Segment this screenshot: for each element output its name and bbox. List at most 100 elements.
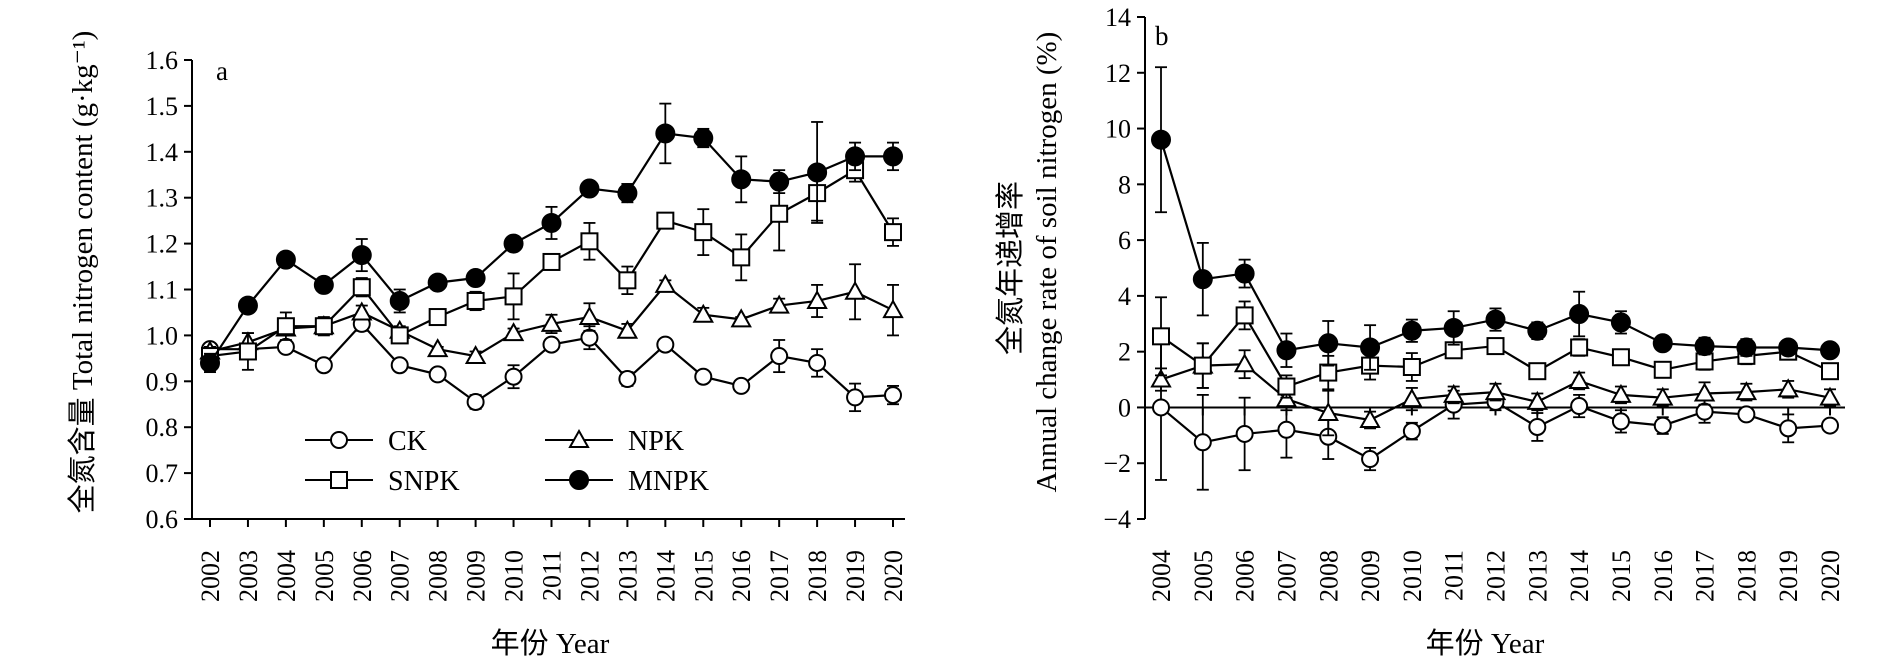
panel-a-plot-point-snpk [276, 317, 295, 336]
legend-label-ck: CK [388, 426, 427, 457]
panel-a-plot-x-tick-label: 2012 [575, 550, 604, 602]
panel-b-plot-point-mnpk [1610, 312, 1631, 333]
panel-a-plot-point-npk [426, 338, 449, 358]
panel-a-plot-point-mnpk [617, 183, 638, 204]
panel-a-plot: 0.6 0.7 0.8 0.9 1.0 1.1 1.2 1.3 1.4 1.5 1.6 2002 200… [146, 46, 909, 602]
panel-b-plot-point-ck [1235, 424, 1254, 443]
panel-a-plot-point-mnpk [731, 169, 752, 190]
panel-b-plot-y-tick-label: 2 [1118, 338, 1131, 367]
legend-item-ck: CK [305, 426, 427, 457]
panel-a-plot-point-snpk [466, 291, 485, 310]
panel-b-plot-y-tick-label: 12 [1105, 59, 1131, 88]
panel-a-plot-y-tick-label: 0.7 [146, 459, 179, 488]
panel-a-plot-point-snpk [656, 211, 675, 230]
panel-b-plot-y-tick-label: 0 [1118, 393, 1131, 422]
panel-b-plot-y-tick-label: 4 [1118, 282, 1131, 311]
panel-a-plot-point-mnpk [313, 274, 334, 295]
panel-a-plot-point-snpk [580, 232, 599, 251]
panel-a-plot-y-tick-label: 0.8 [146, 413, 179, 442]
panel-b-plot-point-ck [1737, 405, 1756, 424]
panel-a-plot-y-tick-label: 1.0 [146, 321, 179, 350]
panel-b-plot-point-snpk [1821, 362, 1839, 381]
panel-b-plot-x-tick-label: 2018 [1732, 550, 1761, 602]
legend-label-npk: NPK [628, 426, 684, 457]
panel-a-plot-x-tick-label: 2014 [651, 550, 680, 602]
legend-label-mnpk: MNPK [628, 466, 709, 497]
panel-b-plot-x-tick-label: 2011 [1440, 550, 1469, 601]
panel-b-plot-point-npk [1233, 353, 1256, 373]
panel-a-plot-x-tick-label: 2008 [424, 550, 453, 602]
panel-a-plot-point-npk [768, 294, 790, 314]
panel-a-plot-point-npk [616, 319, 639, 339]
panel-b-plot-point-snpk [1653, 360, 1672, 379]
panel-a-plot-point-npk [351, 301, 373, 321]
panel-b-plot-point-mnpk [1360, 337, 1381, 358]
panel-a-plot-point-ck [504, 367, 523, 386]
panel-b-plot-x-tick-label: 2014 [1565, 550, 1594, 602]
panel-b-plot-point-mnpk [1318, 333, 1339, 354]
panel-a-plot-point-ck [808, 353, 827, 372]
panel-a-plot-point-npk [844, 280, 866, 300]
panel-a-plot-point-mnpk [541, 212, 562, 233]
panel-a-plot-point-ck [732, 376, 751, 395]
panel-b-plot-y-tick-label: 10 [1105, 115, 1131, 144]
panel-b-plot-point-ck [1152, 398, 1170, 417]
panel-a-plot-x-tick-label: 2015 [689, 550, 718, 602]
panel-b-plot-point-npk [1610, 383, 1632, 403]
panel-a-plot-x-tick-label: 2020 [879, 550, 908, 602]
panel-b-plot-x-tick-label: 2004 [1147, 550, 1176, 602]
panel-b-plot-point-mnpk [1569, 304, 1590, 325]
panel-a-plot-point-ck [466, 392, 485, 411]
panel-b-plot-point-ck [1611, 412, 1630, 431]
panel-b-plot-point-mnpk [1276, 340, 1297, 361]
panel-b-plot: −4 −2 0 2 4 6 8 10 12 14 2004 2005 2006 2007 2008 2009 2… [1103, 3, 1845, 602]
panel-b-plot-x-tick-label: 2007 [1272, 550, 1301, 602]
panel-a-plot-point-npk [464, 345, 487, 365]
panel-b-plot-point-snpk [1402, 358, 1421, 377]
panel-b-plot-point-ck [1653, 416, 1672, 435]
panel-a-plot-point-mnpk [883, 146, 903, 167]
panel-b-plot-x-tick-label: 2009 [1356, 550, 1385, 602]
panel-b-plot-point-snpk [1193, 356, 1212, 375]
panel-b-plot-point-mnpk [1485, 309, 1506, 330]
panel-b-plot-point-ck [1779, 419, 1798, 438]
panel-a-plot-point-npk [578, 306, 601, 326]
panel-a-plot-point-npk [882, 299, 904, 319]
panel-a-plot-x-tick-label: 2006 [348, 550, 377, 602]
panel-b-plot-point-ck [1402, 422, 1421, 441]
panel-b-plot-point-ck [1193, 433, 1212, 452]
panel-a-plot-x-tick-label: 2002 [196, 550, 225, 602]
panel-b-plot-y-tick-label: 14 [1105, 3, 1131, 32]
panel-b-plot-x-tick-label: 2012 [1482, 550, 1511, 602]
panel-a-plot-point-snpk [618, 271, 637, 290]
legend: CK NPK SNPK MNPK [305, 426, 709, 497]
panel-a-plot-point-ck [580, 328, 599, 347]
panel-b-plot-point-mnpk [1151, 129, 1171, 150]
panel-a-plot-x-tick-label: 2009 [462, 550, 491, 602]
legend-item-npk: NPK [545, 426, 684, 457]
panel-a-plot-point-snpk [504, 287, 523, 306]
panel-b-plot-x-tick-label: 2015 [1607, 550, 1636, 602]
panel-a-plot-point-mnpk [389, 290, 410, 311]
panel-b-plot-series-mnpk [1151, 66, 1840, 371]
panel-a-plot-point-mnpk [769, 171, 790, 192]
panel-a-plot-point-mnpk [807, 162, 828, 183]
panel-b-plot-x-tick-label: 2019 [1774, 550, 1803, 602]
legend-item-mnpk: MNPK [545, 466, 709, 497]
panel-b-plot-point-npk [1484, 381, 1507, 401]
panel-a-plot-point-ck [276, 337, 295, 356]
panel-a-plot-point-ck [314, 356, 333, 375]
panel-a-plot-point-ck [694, 367, 713, 386]
panel-b-plot-point-ck [1695, 402, 1714, 421]
panel-b-plot-x-tick-label: 2005 [1189, 550, 1218, 602]
panel-b-plot-point-snpk [1611, 348, 1630, 367]
panel-a-plot-series-snpk [201, 157, 902, 371]
panel-b-plot-point-npk [1568, 369, 1590, 389]
panel-b-plot-point-npk [1359, 408, 1381, 428]
panel-b-plot-point-npk [1819, 386, 1841, 406]
panel-a-plot-x-tick-label: 2019 [841, 550, 870, 602]
panel-a-plot-point-ck [656, 335, 675, 354]
panel-b-plot-x-tick-label: 2020 [1816, 550, 1845, 602]
panel-a-plot-y-tick-label: 1.2 [146, 230, 179, 259]
panel-a-plot-x-tick-label: 2018 [803, 550, 832, 602]
